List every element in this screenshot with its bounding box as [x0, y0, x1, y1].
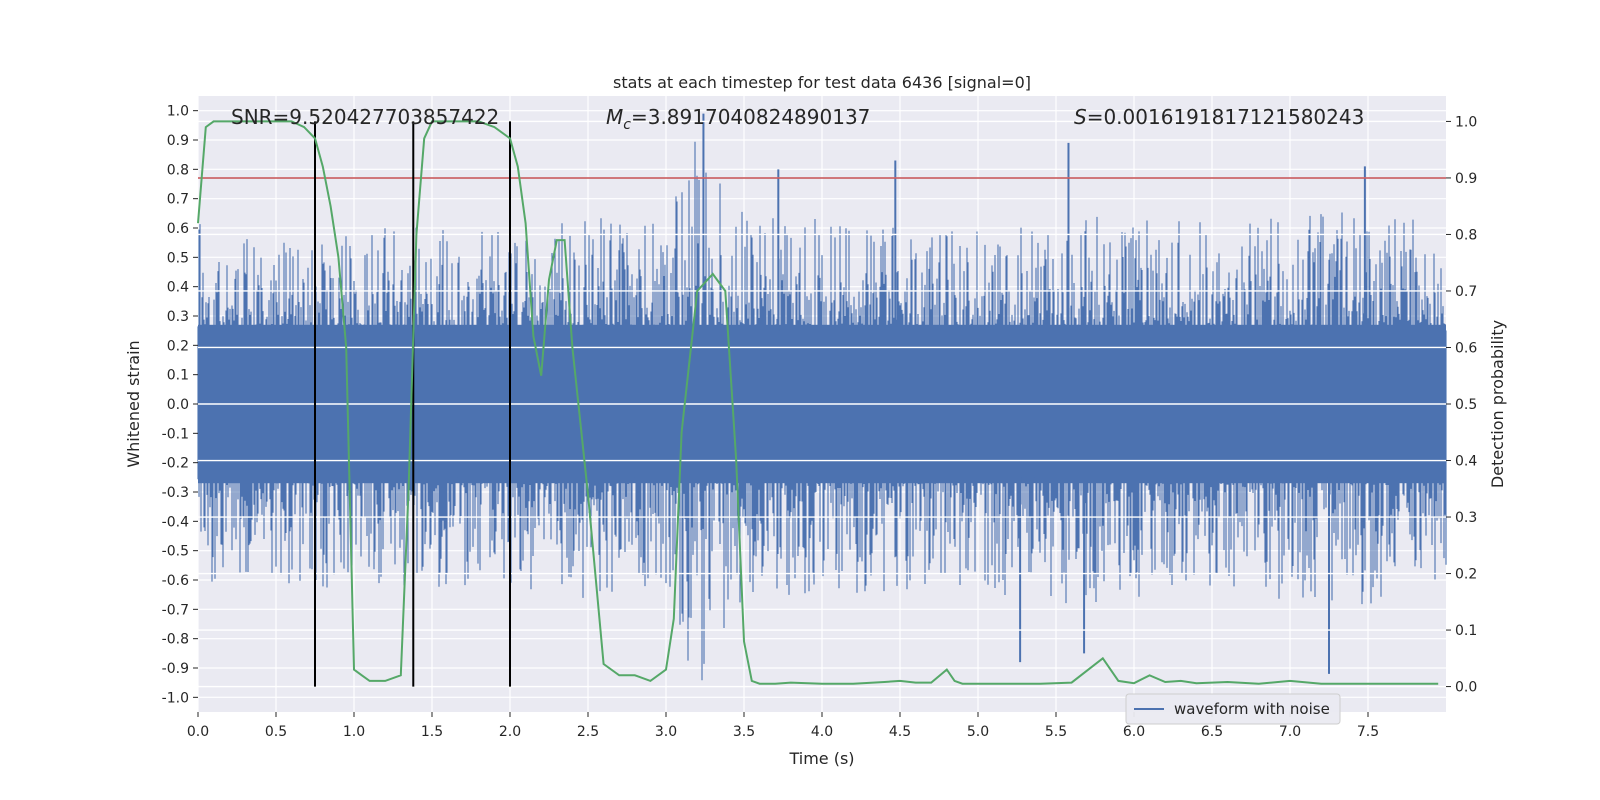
statistic-annotation: S=0.0016191817121580243: [1074, 105, 1364, 129]
right-axis-label: Detection probability: [1488, 320, 1507, 488]
x-tick-label-12: 6.0: [1123, 724, 1145, 740]
left-tick-label-20: -1.0: [162, 690, 189, 706]
left-tick-label-7: 0.3: [167, 309, 189, 325]
legend-box: [1125, 693, 1341, 725]
left-axis-ticks: 1.0 0.9 0.8 0.7 0.6 0.5 0.4 0.3 0.2 0.1 0.0 -0.1 -0.…: [162, 104, 198, 706]
x-tick-label-4: 2.0: [499, 724, 521, 740]
left-tick-label-10: 0.0: [167, 397, 189, 413]
right-tick-label-6: 0.4: [1455, 454, 1477, 470]
right-tick-label-4: 0.6: [1455, 340, 1477, 356]
right-tick-label-1: 0.9: [1455, 171, 1477, 187]
right-tick-label-8: 0.2: [1455, 567, 1477, 583]
waveform-series: [197, 113, 1447, 688]
legend-label: waveform with noise: [1174, 700, 1330, 718]
x-tick-label-9: 4.5: [889, 724, 911, 740]
right-tick-label-2: 0.8: [1455, 227, 1477, 243]
chirp-mass-annotation: Mc=3.8917040824890137: [606, 105, 870, 133]
chart-title: stats at each timestep for test data 643…: [613, 73, 1031, 92]
chirp-mass-value: =3.8917040824890137: [631, 105, 870, 129]
right-tick-label-7: 0.3: [1455, 510, 1477, 526]
x-tick-label-13: 6.5: [1201, 724, 1223, 740]
left-tick-label-18: -0.8: [162, 632, 189, 648]
x-tick-label-0: 0.0: [187, 724, 209, 740]
left-tick-label-15: -0.5: [162, 544, 189, 560]
left-tick-label-3: 0.7: [167, 192, 189, 208]
left-tick-label-6: 0.4: [167, 280, 189, 296]
x-axis-label: Time (s): [788, 749, 854, 768]
left-tick-label-13: -0.3: [162, 485, 189, 501]
x-tick-label-3: 1.5: [421, 724, 443, 740]
snr-annotation: SNR=9.520427703857422: [231, 105, 499, 129]
x-tick-label-2: 1.0: [343, 724, 365, 740]
left-tick-label-16: -0.6: [162, 573, 189, 589]
x-tick-label-10: 5.0: [967, 724, 989, 740]
x-tick-label-8: 4.0: [811, 724, 833, 740]
right-tick-label-10: 0.0: [1455, 680, 1477, 696]
x-tick-label-6: 3.0: [655, 724, 677, 740]
legend: waveform with noise: [1125, 693, 1341, 725]
x-tick-label-15: 7.5: [1357, 724, 1379, 740]
left-tick-label-8: 0.2: [167, 338, 189, 354]
left-axis-label: Whitened strain: [124, 340, 143, 467]
right-tick-label-5: 0.5: [1455, 397, 1477, 413]
x-axis-ticks: 0.0 0.5 1.0 1.5 2.0 2.5 3.0 3.5 4.0 4.5 5.0 5.5 6.0 6…: [187, 712, 1379, 740]
left-tick-label-19: -0.9: [162, 661, 189, 677]
right-tick-label-9: 0.1: [1455, 623, 1477, 639]
x-tick-label-11: 5.5: [1045, 724, 1067, 740]
right-axis-ticks: 1.0 0.9 0.8 0.7 0.6 0.5 0.4 0.3 0.2 0.1 0.0: [1446, 114, 1477, 696]
left-tick-label-14: -0.4: [162, 514, 189, 530]
x-tick-label-7: 3.5: [733, 724, 755, 740]
left-tick-label-9: 0.1: [167, 368, 189, 384]
statistic-value: =0.0016191817121580243: [1087, 105, 1365, 129]
statistic-symbol: S: [1074, 105, 1087, 129]
left-tick-label-12: -0.2: [162, 456, 189, 472]
left-tick-label-17: -0.7: [162, 602, 189, 618]
left-tick-label-0: 1.0: [167, 104, 189, 120]
chirp-mass-subscript: c: [623, 117, 631, 133]
right-tick-label-0: 1.0: [1455, 114, 1477, 130]
probability-line: [197, 120, 1439, 685]
x-tick-label-1: 0.5: [265, 724, 287, 740]
x-tick-label-5: 2.5: [577, 724, 599, 740]
left-tick-label-1: 0.9: [167, 133, 189, 149]
chirp-mass-symbol: M: [606, 105, 623, 129]
vertical-markers: [314, 121, 511, 687]
right-tick-label-3: 0.7: [1455, 284, 1477, 300]
left-tick-label-5: 0.5: [167, 250, 189, 266]
left-tick-label-4: 0.6: [167, 221, 189, 237]
left-tick-label-2: 0.8: [167, 162, 189, 178]
probability-series: [197, 120, 1439, 685]
x-tick-label-14: 7.0: [1279, 724, 1301, 740]
left-tick-label-11: -0.1: [162, 426, 189, 442]
